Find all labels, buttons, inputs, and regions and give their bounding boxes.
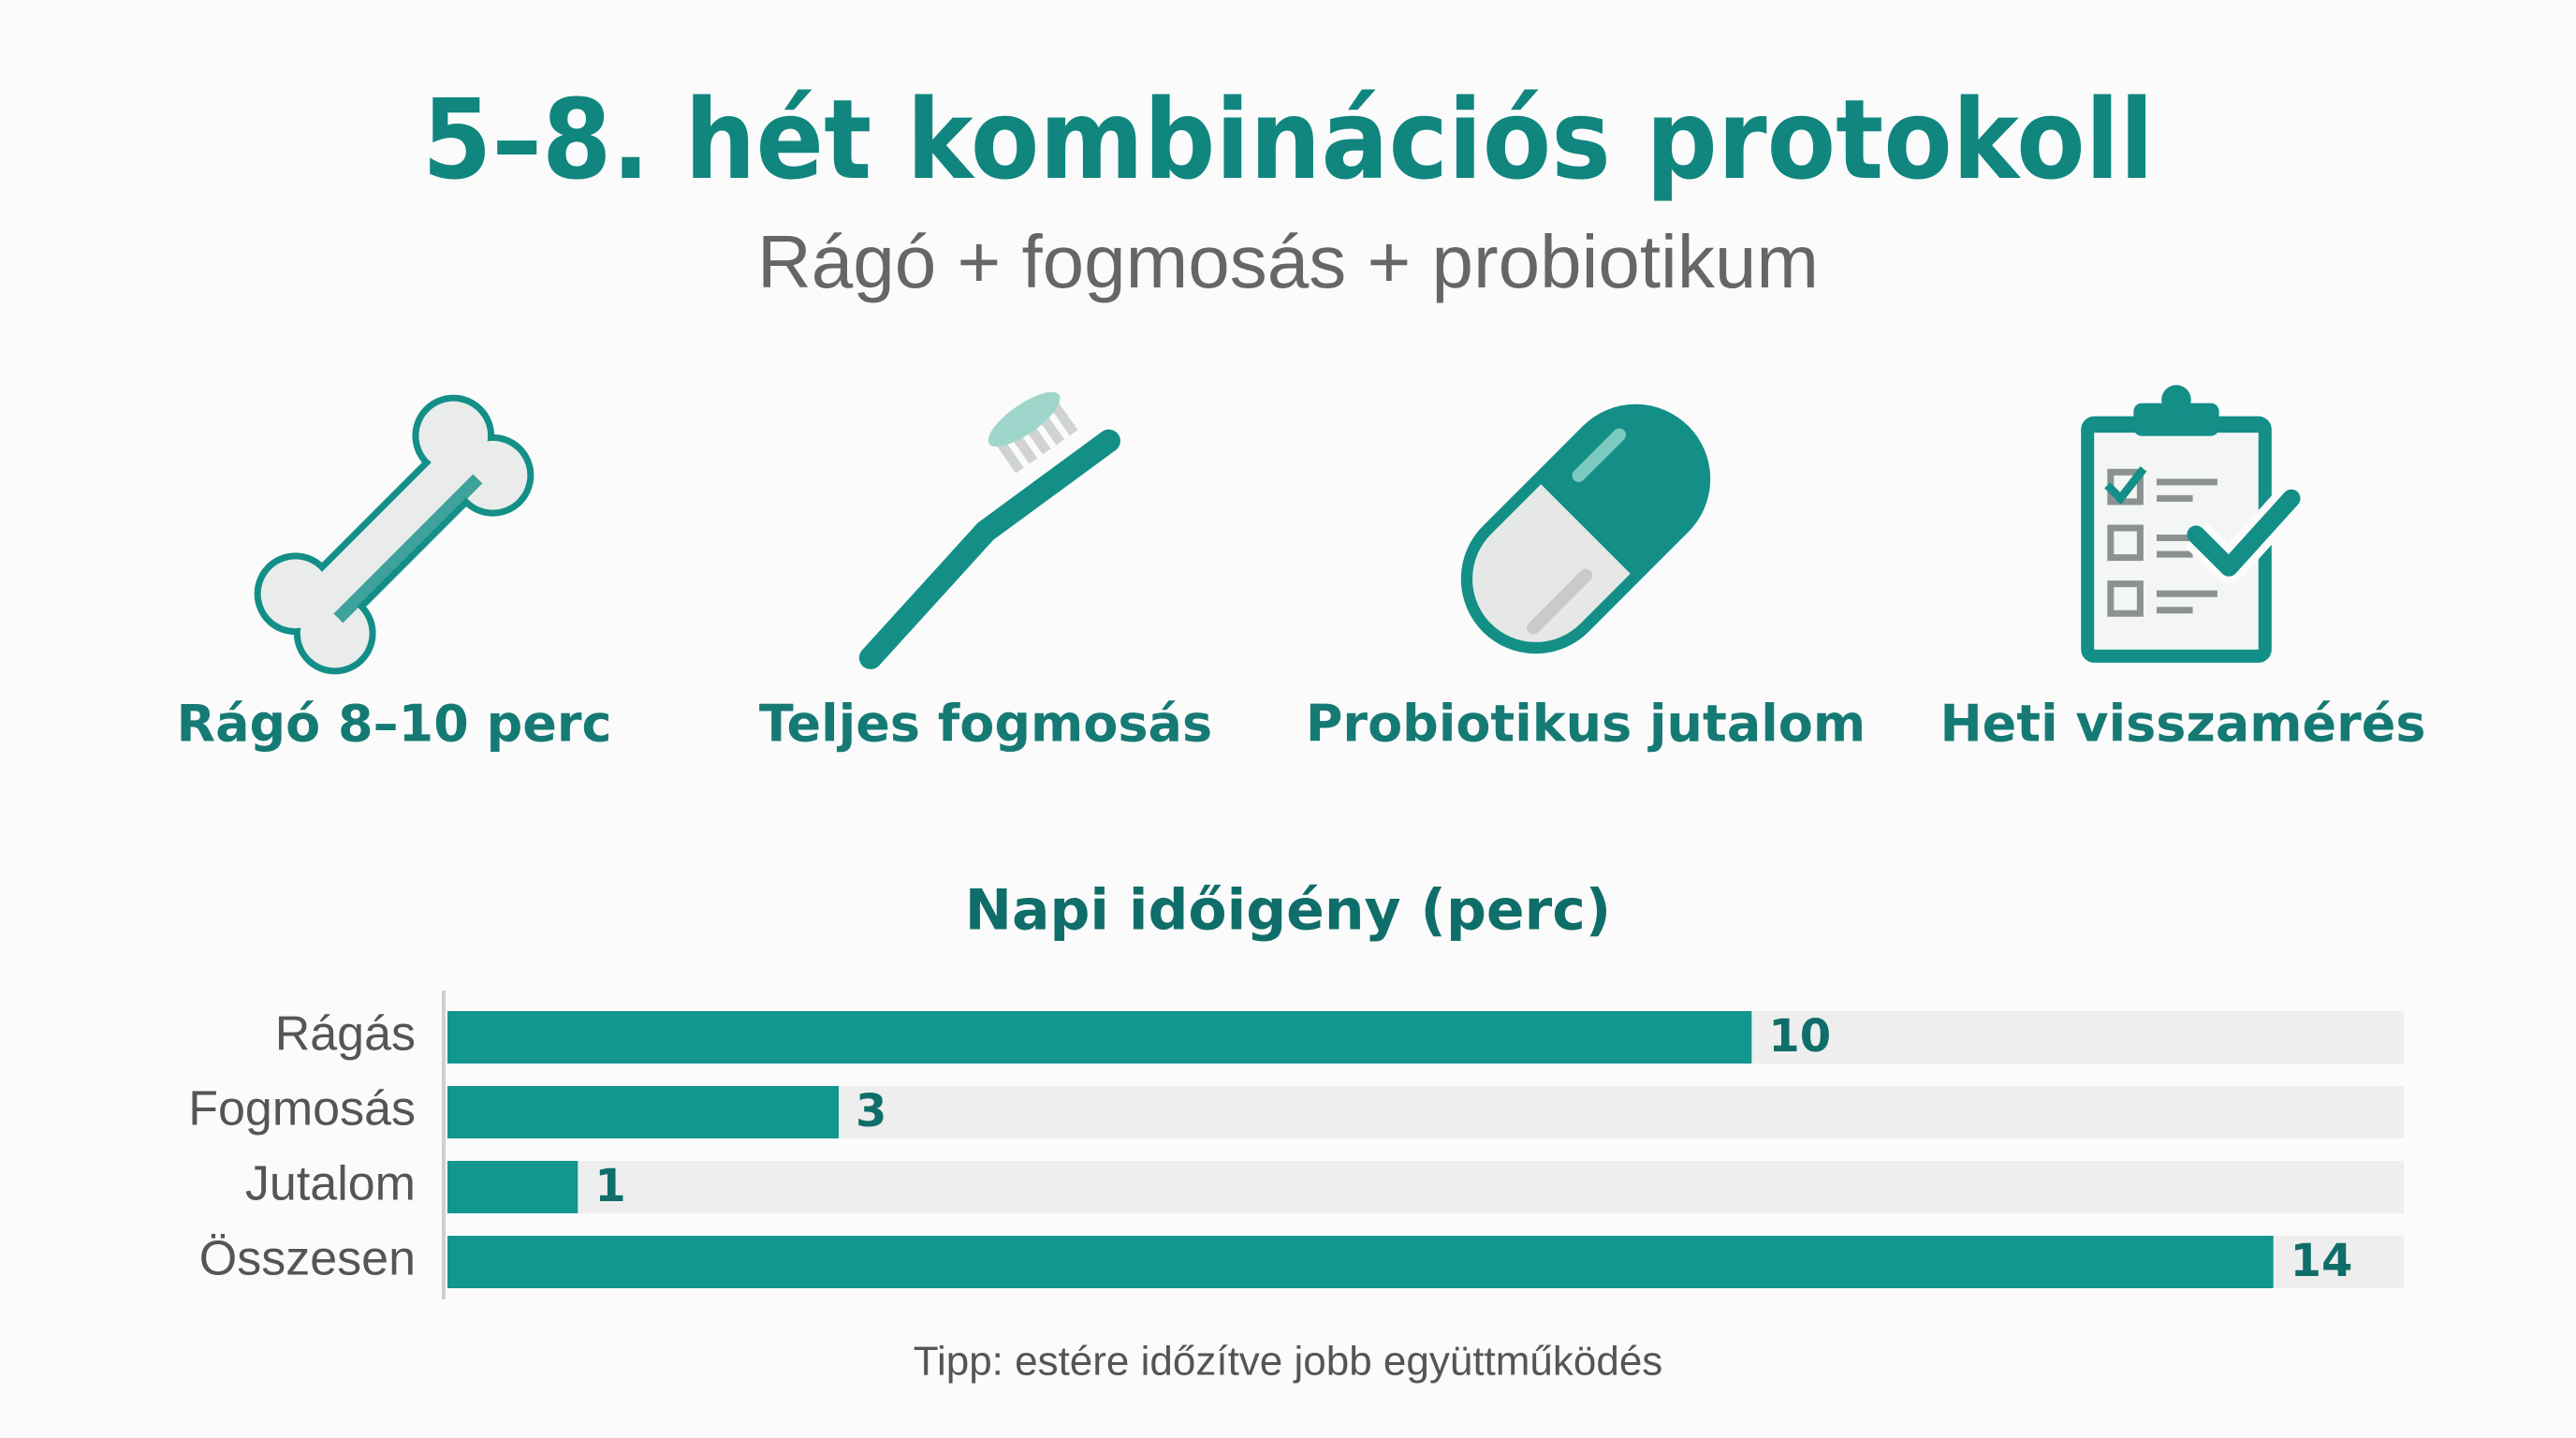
category-label: Összesen [199,1232,416,1286]
value-label: 3 [856,1085,886,1137]
title: 5–8. hét kombinációs protokoll [422,75,2154,204]
subtitle: Rágó + fogmosás + probiotikum [757,220,1819,303]
bone-icon [254,394,534,675]
chart-title: Napi időigény (perc) [965,878,1611,944]
clipboard-icon [2081,385,2304,663]
step-label: Probiotikus jutalom [1306,695,1866,754]
bar [447,1086,839,1138]
value-label: 14 [2291,1235,2353,1287]
step-label: Teljes fogmosás [759,695,1212,754]
footnote: Tipp: estére időzítve jobb együttműködés [914,1339,1663,1385]
toothbrush-icon [858,391,1120,669]
bar-track [447,1161,2404,1213]
step-label: Heti visszamérés [1939,695,2425,754]
bar [447,1161,578,1213]
category-label: Jutalom [245,1157,416,1211]
bar [447,1011,1752,1064]
value-label: 10 [1768,1010,1831,1063]
category-label: Rágás [275,1007,416,1062]
bar [447,1236,2274,1288]
value-label: 1 [594,1160,625,1212]
pill-icon [1460,404,1711,654]
step-label: Rágó 8–10 perc [176,695,611,754]
category-label: Fogmosás [188,1082,416,1137]
